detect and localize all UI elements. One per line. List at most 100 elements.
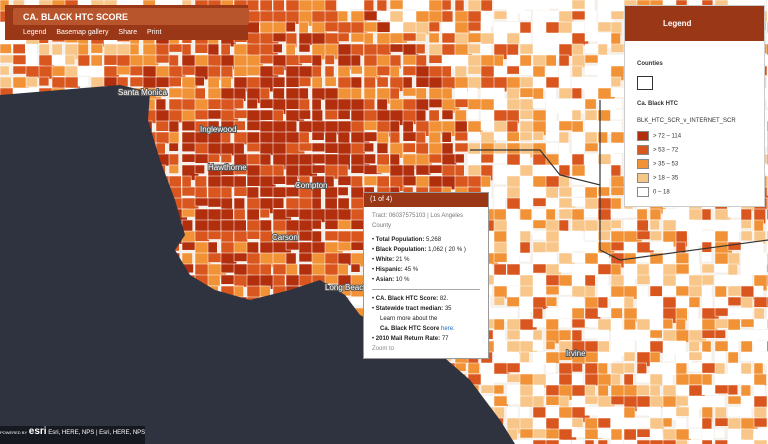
tract bbox=[753, 241, 764, 254]
tract bbox=[519, 307, 531, 319]
tract bbox=[688, 263, 701, 275]
tract bbox=[376, 76, 389, 88]
tract bbox=[441, 0, 452, 11]
tract bbox=[12, 65, 29, 75]
tract bbox=[571, 439, 584, 444]
tract bbox=[389, 131, 401, 145]
powered-by: POWERED BY bbox=[0, 430, 28, 435]
tract bbox=[493, 384, 505, 395]
tract bbox=[298, 131, 310, 144]
tract bbox=[597, 186, 610, 197]
field-value: 82. bbox=[439, 296, 449, 302]
tract bbox=[571, 76, 587, 90]
tract bbox=[181, 252, 193, 266]
tract bbox=[311, 54, 322, 67]
tract bbox=[532, 340, 544, 351]
tract bbox=[714, 252, 730, 265]
tract bbox=[467, 131, 481, 141]
tract bbox=[324, 109, 338, 120]
tract bbox=[454, 131, 469, 142]
tract bbox=[610, 362, 625, 375]
tract bbox=[584, 318, 599, 328]
tract bbox=[64, 65, 78, 79]
place-label: Compton bbox=[295, 181, 327, 190]
tract bbox=[558, 318, 571, 328]
tract bbox=[272, 10, 288, 24]
tract bbox=[441, 142, 454, 156]
tract bbox=[597, 285, 611, 299]
legend-panel: Legend Counties Ca. Black HTC BLK_HTC_SC… bbox=[624, 5, 765, 207]
tract bbox=[25, 54, 38, 67]
tract bbox=[272, 76, 286, 88]
tract bbox=[298, 21, 309, 35]
tract bbox=[467, 153, 481, 166]
tract bbox=[623, 351, 636, 362]
tract bbox=[519, 153, 531, 167]
tract bbox=[727, 439, 745, 444]
tract bbox=[376, 142, 389, 154]
tract bbox=[311, 230, 322, 243]
link[interactable]: here. bbox=[441, 326, 455, 332]
tract bbox=[155, 87, 167, 97]
tract bbox=[402, 32, 417, 42]
tract bbox=[493, 252, 508, 263]
tract bbox=[714, 307, 730, 317]
tract bbox=[558, 142, 570, 156]
tract bbox=[753, 351, 768, 365]
tract bbox=[532, 406, 546, 419]
tract bbox=[532, 362, 544, 374]
tract bbox=[610, 263, 622, 276]
tract bbox=[545, 87, 557, 101]
tract bbox=[532, 65, 546, 79]
place-label: Santa Monica bbox=[118, 88, 167, 97]
tract bbox=[636, 384, 650, 396]
tract bbox=[753, 439, 768, 444]
tract bbox=[467, 43, 481, 54]
learn-more: Learn more about the bbox=[380, 316, 438, 322]
tool-button[interactable]: Basemap gallery bbox=[56, 29, 109, 36]
tract bbox=[688, 296, 701, 308]
tract bbox=[428, 153, 443, 164]
field-value: 35 bbox=[444, 306, 452, 312]
tract bbox=[649, 307, 663, 320]
tract bbox=[350, 263, 361, 273]
legend-label: > 72 – 114 bbox=[653, 133, 682, 140]
popup-field: • Statewide tract median: 35 bbox=[372, 306, 452, 312]
tract bbox=[636, 285, 648, 299]
legend-swatch bbox=[637, 173, 649, 183]
tract bbox=[298, 208, 314, 221]
tract bbox=[506, 65, 520, 75]
tool-button[interactable]: Print bbox=[147, 29, 162, 36]
tract bbox=[0, 76, 12, 89]
tract bbox=[610, 439, 623, 444]
tract bbox=[259, 230, 273, 244]
tool-button[interactable]: Legend bbox=[23, 29, 47, 36]
app-header: CA. BLACK HTC SCORE Legend Basemap galle… bbox=[5, 5, 249, 40]
tract bbox=[584, 109, 598, 121]
popup-field: • Hispanic: 45 % bbox=[372, 267, 419, 273]
tract bbox=[610, 98, 622, 109]
tract bbox=[77, 43, 89, 56]
search-box[interactable] bbox=[13, 8, 249, 25]
zoom-to[interactable]: Zoom to bbox=[372, 346, 395, 352]
tract bbox=[649, 373, 663, 387]
tract bbox=[298, 142, 313, 152]
field-value: 45 % bbox=[404, 267, 419, 273]
tract bbox=[740, 274, 752, 288]
tract bbox=[545, 318, 559, 332]
tract bbox=[480, 32, 496, 45]
tract bbox=[532, 197, 549, 207]
tract bbox=[350, 76, 362, 90]
tract bbox=[402, 87, 417, 97]
tool-button[interactable]: Share bbox=[118, 29, 138, 36]
tract bbox=[714, 329, 726, 339]
tract bbox=[506, 307, 518, 321]
tract bbox=[571, 120, 584, 133]
field-label: 2010 Mail Return Rate: bbox=[375, 336, 441, 342]
tract bbox=[337, 219, 352, 230]
tract bbox=[480, 384, 495, 394]
attribution: POWERED BY esri Esri, HERE, NPS | Esri, … bbox=[0, 426, 146, 444]
tract bbox=[493, 230, 507, 244]
field-label: Statewide tract median: bbox=[375, 306, 444, 312]
tract bbox=[181, 186, 197, 197]
